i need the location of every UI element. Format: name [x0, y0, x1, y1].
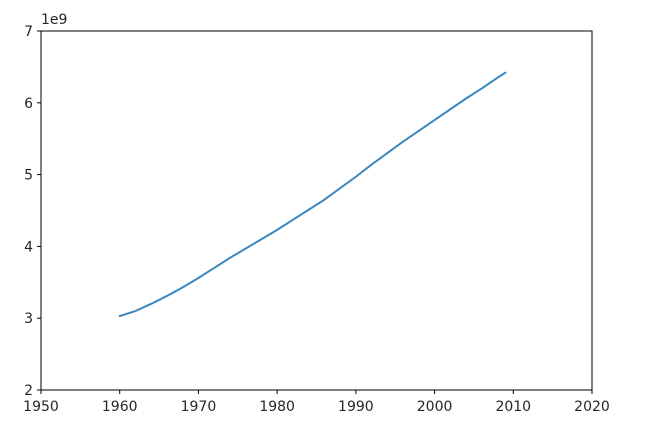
- y-tick-label: 2: [24, 383, 33, 399]
- y-tick-label: 7: [24, 24, 33, 40]
- y-tick-label: 5: [24, 168, 33, 184]
- y-axis: 2 3 4 5 6 7: [24, 24, 41, 399]
- axes-frame: [40, 30, 593, 391]
- y-tick-label: 4: [24, 239, 33, 255]
- x-tick-label: 2010: [495, 399, 531, 415]
- x-tick-label: 1980: [259, 399, 295, 415]
- plot-area: [40, 30, 593, 391]
- x-tick-label: 2020: [574, 399, 610, 415]
- x-tick-label: 1950: [23, 399, 59, 415]
- y-axis-exponent-label: 1e9: [41, 12, 67, 28]
- x-tick-label: 2000: [417, 399, 453, 415]
- x-tick-label: 1970: [181, 399, 217, 415]
- x-tick-label: 1990: [338, 399, 374, 415]
- series-line-0: [118, 71, 507, 318]
- x-tick-label: 1960: [102, 399, 138, 415]
- x-axis: 1950 1960 1970 1980 1990 2000 2010 2020: [23, 390, 610, 415]
- y-tick-label: 6: [24, 96, 33, 112]
- y-tick-label: 3: [24, 311, 33, 327]
